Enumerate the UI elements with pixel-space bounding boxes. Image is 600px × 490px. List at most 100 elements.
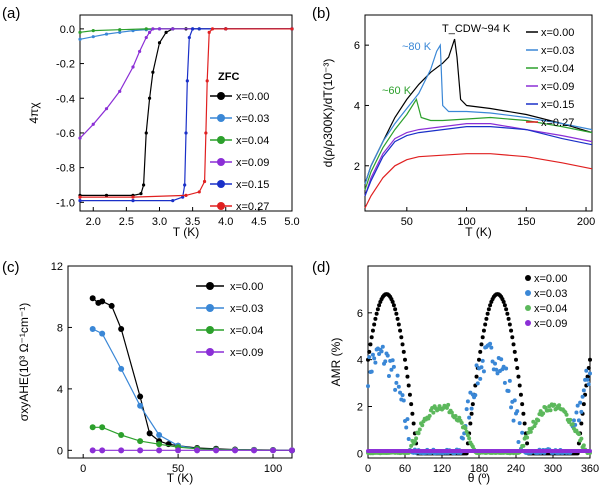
data-point	[406, 437, 411, 442]
data-point	[416, 431, 421, 436]
data-point	[401, 398, 406, 403]
legend-label: x=0.03	[541, 45, 574, 57]
panel-label: (a)	[2, 5, 20, 22]
data-point	[478, 349, 483, 354]
data-point	[89, 325, 96, 332]
data-point	[533, 421, 538, 426]
data-point	[372, 322, 377, 327]
x-tick-label: 0	[80, 463, 86, 475]
data-point	[370, 352, 375, 357]
data-point	[398, 328, 403, 333]
data-point	[579, 421, 584, 426]
y-tick-label: 12	[51, 261, 63, 273]
data-point	[510, 335, 515, 340]
legend-marker	[217, 180, 225, 188]
data-point	[588, 357, 592, 362]
y-tick-label: 4	[57, 384, 63, 396]
x-tick-label: 120	[433, 463, 451, 475]
data-point	[517, 383, 522, 388]
data-point	[104, 193, 109, 197]
data-point	[139, 192, 143, 196]
x-tick-label: 200	[577, 216, 595, 228]
legend-label: x=0.00	[236, 91, 269, 103]
data-point	[411, 421, 416, 426]
series-line-x=0.15	[80, 28, 292, 202]
x-axis-title: T (K)	[173, 225, 199, 239]
legend-marker	[525, 290, 531, 296]
data-point	[147, 30, 152, 34]
series-line-x=0.04	[364, 97, 593, 191]
data-point	[210, 27, 215, 31]
x-tick-label: 3.0	[152, 216, 167, 228]
data-point	[399, 335, 404, 340]
data-point	[515, 366, 520, 371]
data-point	[493, 361, 498, 366]
data-point	[118, 447, 125, 454]
legend-label: x=0.15	[236, 179, 269, 191]
data-point	[431, 410, 436, 415]
data-point	[390, 299, 395, 304]
data-point	[588, 371, 592, 376]
data-point	[460, 436, 465, 441]
data-point	[391, 364, 396, 369]
data-point	[108, 302, 115, 309]
data-point	[171, 27, 175, 31]
data-point	[137, 447, 144, 454]
annotation: ~80 K	[402, 41, 432, 53]
x-tick-label: 100	[457, 216, 475, 228]
x-tick-label: 50	[401, 216, 413, 228]
data-point	[467, 415, 472, 420]
data-point	[484, 316, 489, 321]
annotation: ~60 K	[382, 85, 412, 97]
data-point	[395, 316, 400, 321]
data-point	[396, 322, 401, 327]
data-point	[204, 131, 208, 135]
x-tick-label: 240	[507, 463, 525, 475]
legend-marker	[525, 305, 531, 311]
data-point	[574, 410, 579, 415]
data-point	[213, 447, 220, 454]
data-point	[368, 342, 373, 347]
data-point	[367, 355, 372, 360]
data-point	[104, 32, 109, 36]
legend-label: x=0.09	[230, 347, 263, 359]
data-point	[175, 447, 182, 454]
data-point	[502, 380, 507, 385]
y-tick-label: -0.4	[56, 93, 75, 105]
data-point	[146, 430, 153, 437]
data-point	[479, 342, 484, 347]
plot-frame	[79, 14, 293, 212]
data-point	[477, 357, 481, 362]
data-point	[137, 393, 144, 400]
legend-marker	[217, 158, 225, 166]
data-point	[369, 335, 374, 340]
data-point	[557, 403, 562, 408]
data-point	[157, 41, 162, 45]
data-point	[480, 335, 485, 340]
panel-c: 0 50 100 0 4 8 12 T (K) σxyAHE(10³ Ω⁻¹cm⁻¹) x=0.0…	[17, 261, 295, 485]
data-point	[514, 357, 518, 362]
legend-label: x=0.15	[541, 99, 574, 111]
data-point	[197, 27, 201, 31]
legend-marker	[206, 282, 214, 290]
legend-marker	[217, 92, 225, 100]
data-point	[142, 183, 146, 187]
legend-label: x=0.27	[236, 201, 269, 213]
legend-marker	[217, 136, 225, 144]
data-point	[183, 183, 187, 187]
data-point	[406, 383, 411, 388]
data-point	[151, 27, 155, 31]
data-point	[420, 423, 425, 428]
data-point	[525, 435, 530, 440]
data-point	[118, 325, 125, 332]
data-point	[137, 438, 144, 445]
data-point	[78, 136, 82, 140]
x-tick-label: 360	[581, 463, 599, 475]
x-tick-label: 150	[517, 216, 535, 228]
data-point	[405, 417, 410, 422]
data-point	[78, 195, 82, 199]
data-point	[89, 424, 96, 431]
data-point	[512, 349, 517, 354]
data-point	[184, 131, 188, 135]
legend-label: x=0.09	[236, 157, 269, 169]
